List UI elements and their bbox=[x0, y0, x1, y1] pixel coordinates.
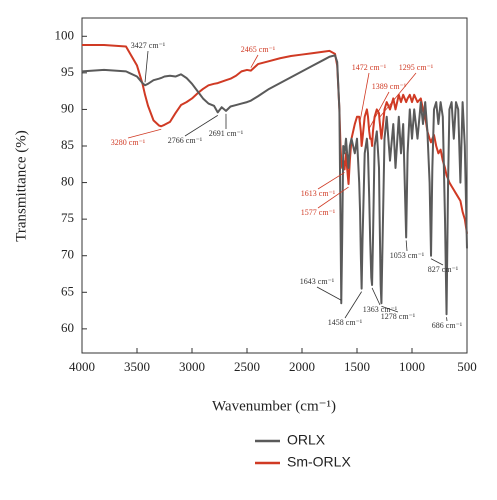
annotation: 3427 cm⁻¹ bbox=[131, 41, 166, 50]
x-axis-label: Wavenumber (cm⁻¹) bbox=[212, 398, 336, 414]
annotation: 827 cm⁻¹ bbox=[428, 265, 459, 274]
annotation: 2691 cm⁻¹ bbox=[209, 129, 244, 138]
y-tick-label: 95 bbox=[61, 64, 74, 79]
y-tick-label: 90 bbox=[61, 100, 74, 115]
y-tick-label: 70 bbox=[61, 247, 74, 262]
annotation-arrow bbox=[371, 287, 381, 306]
y-tick-label: 75 bbox=[61, 210, 74, 225]
series-line bbox=[81, 54, 468, 316]
plot-frame bbox=[81, 17, 468, 354]
annotation-arrow bbox=[184, 115, 218, 137]
annotation-arrow bbox=[381, 305, 399, 313]
annotation-arrow bbox=[368, 91, 390, 129]
y-tick-label: 80 bbox=[61, 174, 74, 189]
annotation: 1389 cm⁻¹ bbox=[372, 82, 407, 91]
annotation: 2465 cm⁻¹ bbox=[241, 45, 276, 54]
y-tick-label: 65 bbox=[61, 283, 74, 298]
annotation: 1613 cm⁻¹ bbox=[301, 189, 336, 198]
annotation: 686 cm⁻¹ bbox=[432, 321, 463, 330]
annotation: 2766 cm⁻¹ bbox=[168, 136, 203, 145]
annotation: 1643 cm⁻¹ bbox=[300, 277, 335, 286]
x-tick-label: 2000 bbox=[289, 359, 315, 374]
annotation-arrow bbox=[250, 54, 259, 68]
annotation-arrow bbox=[144, 50, 149, 83]
legend-label: Sm-ORLX bbox=[287, 454, 351, 470]
x-tick-label: 1500 bbox=[344, 359, 370, 374]
series-line bbox=[82, 44, 468, 234]
x-tick-label: 500 bbox=[457, 359, 477, 374]
annotation: 1577 cm⁻¹ bbox=[301, 208, 336, 217]
annotation-arrow bbox=[430, 258, 444, 266]
y-tick-label: 60 bbox=[61, 320, 74, 335]
legend-label: ORLX bbox=[287, 432, 326, 448]
y-axis-label: Transmittance (%) bbox=[13, 130, 29, 242]
annotation-arrow bbox=[405, 240, 408, 252]
annotation: 1472 cm⁻¹ bbox=[352, 63, 387, 72]
x-tick-label: 3500 bbox=[124, 359, 150, 374]
x-tick-label: 1000 bbox=[399, 359, 425, 374]
annotation-arrow bbox=[317, 186, 349, 209]
x-tick-label: 4000 bbox=[69, 359, 95, 374]
annotation-arrow bbox=[127, 128, 162, 139]
y-tick-label: 100 bbox=[55, 27, 75, 42]
annotation: 1363 cm⁻¹ bbox=[363, 305, 398, 314]
annotation: 3280 cm⁻¹ bbox=[111, 138, 146, 147]
y-tick-label: 85 bbox=[61, 137, 74, 152]
annotation-arrow bbox=[359, 72, 370, 122]
annotation-arrow bbox=[317, 172, 345, 190]
annotation: 1053 cm⁻¹ bbox=[390, 251, 425, 260]
x-tick-label: 3000 bbox=[179, 359, 205, 374]
annotation: 1458 cm⁻¹ bbox=[328, 318, 363, 327]
annotation: 1278 cm⁻¹ bbox=[381, 312, 416, 321]
annotation-arrow bbox=[344, 291, 362, 319]
annotation-arrow bbox=[316, 286, 342, 301]
annotation-arrow bbox=[379, 72, 417, 118]
annotation: 1295 cm⁻¹ bbox=[399, 63, 434, 72]
x-tick-label: 2500 bbox=[234, 359, 260, 374]
